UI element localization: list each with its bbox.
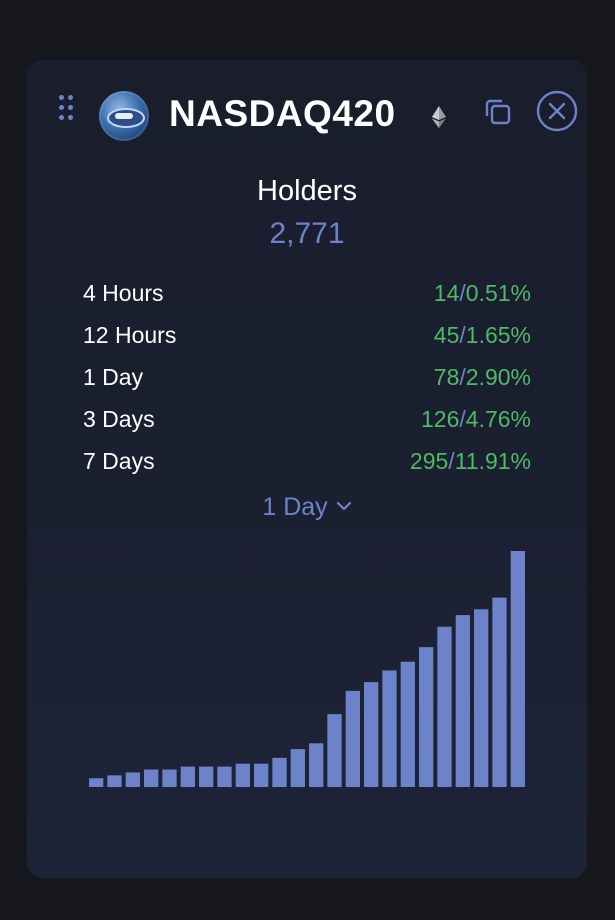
chart-bar: [199, 766, 214, 787]
chart-bar: [474, 609, 489, 787]
chart-bar: [144, 769, 159, 787]
holders-label: Holders: [257, 175, 357, 207]
change-percent: 1.65%: [465, 322, 531, 348]
change-count: 295: [409, 448, 449, 474]
chart-bar: [510, 551, 525, 787]
holder-change-row: 1 Day 78/2.90%: [83, 364, 531, 396]
chart-bar: [309, 743, 324, 787]
copy-icon[interactable]: [481, 95, 515, 129]
card-header: NASDAQ420: [27, 60, 587, 170]
chart-bar: [419, 647, 434, 787]
close-button[interactable]: [535, 89, 579, 133]
chart-bar: [345, 690, 360, 787]
change-period: 1 Day: [83, 364, 144, 390]
chart-bar: [180, 766, 195, 787]
token-name: NASDAQ420: [169, 93, 396, 134]
chart-bar: [400, 661, 415, 787]
chart-bar: [254, 763, 269, 787]
change-count: 14: [433, 280, 460, 306]
chart-bar: [364, 682, 379, 787]
change-count: 126: [421, 406, 460, 432]
time-range-label: 1 Day: [262, 493, 328, 521]
change-period: 4 Hours: [83, 280, 164, 306]
chart-bar: [272, 757, 287, 787]
change-percent: 4.76%: [465, 406, 531, 432]
chevron-down-icon: [336, 502, 351, 511]
change-value: 126/4.76%: [421, 406, 531, 432]
chart-bar: [455, 615, 470, 787]
holders-card: NASDAQ420 Holders 2,771 4 Hours 14/0.51%…: [27, 60, 587, 878]
chart-bar: [235, 763, 250, 787]
holder-change-row: 4 Hours 14/0.51%: [83, 280, 531, 312]
chart-bar: [217, 766, 232, 787]
chart-bar: [107, 775, 122, 787]
change-percent: 11.91%: [454, 448, 531, 474]
ethereum-icon: [432, 106, 446, 128]
change-value: 78/2.90%: [433, 364, 531, 390]
time-range-dropdown[interactable]: 1 Day: [237, 493, 377, 529]
holders-count: 2,771: [269, 217, 345, 250]
chart-bar: [290, 749, 305, 787]
nasdaq420-token-logo: [99, 91, 149, 141]
change-count: 45: [433, 322, 460, 348]
change-percent: 2.90%: [465, 364, 531, 390]
drag-handle-icon[interactable]: [59, 95, 75, 125]
chart-bar: [437, 626, 452, 787]
change-value: 14/0.51%: [433, 280, 531, 306]
chart-bar: [382, 670, 397, 787]
chart-bar: [162, 769, 177, 787]
chart-bar: [327, 714, 342, 787]
change-value: 295/11.91%: [409, 448, 531, 474]
change-value: 45/1.65%: [433, 322, 531, 348]
chart-bar: [89, 778, 104, 787]
chart-bar: [492, 597, 507, 787]
chart-bar: [125, 772, 140, 787]
holder-change-row: 3 Days 126/4.76%: [83, 406, 531, 438]
change-period: 12 Hours: [83, 322, 177, 348]
change-period: 3 Days: [83, 406, 155, 432]
holder-change-row: 12 Hours 45/1.65%: [83, 322, 531, 354]
holder-change-row: 7 Days 295/11.91%: [83, 448, 531, 480]
change-percent: 0.51%: [465, 280, 531, 306]
change-period: 7 Days: [83, 448, 155, 474]
holders-bar-chart: [89, 551, 525, 787]
change-count: 78: [433, 364, 460, 390]
